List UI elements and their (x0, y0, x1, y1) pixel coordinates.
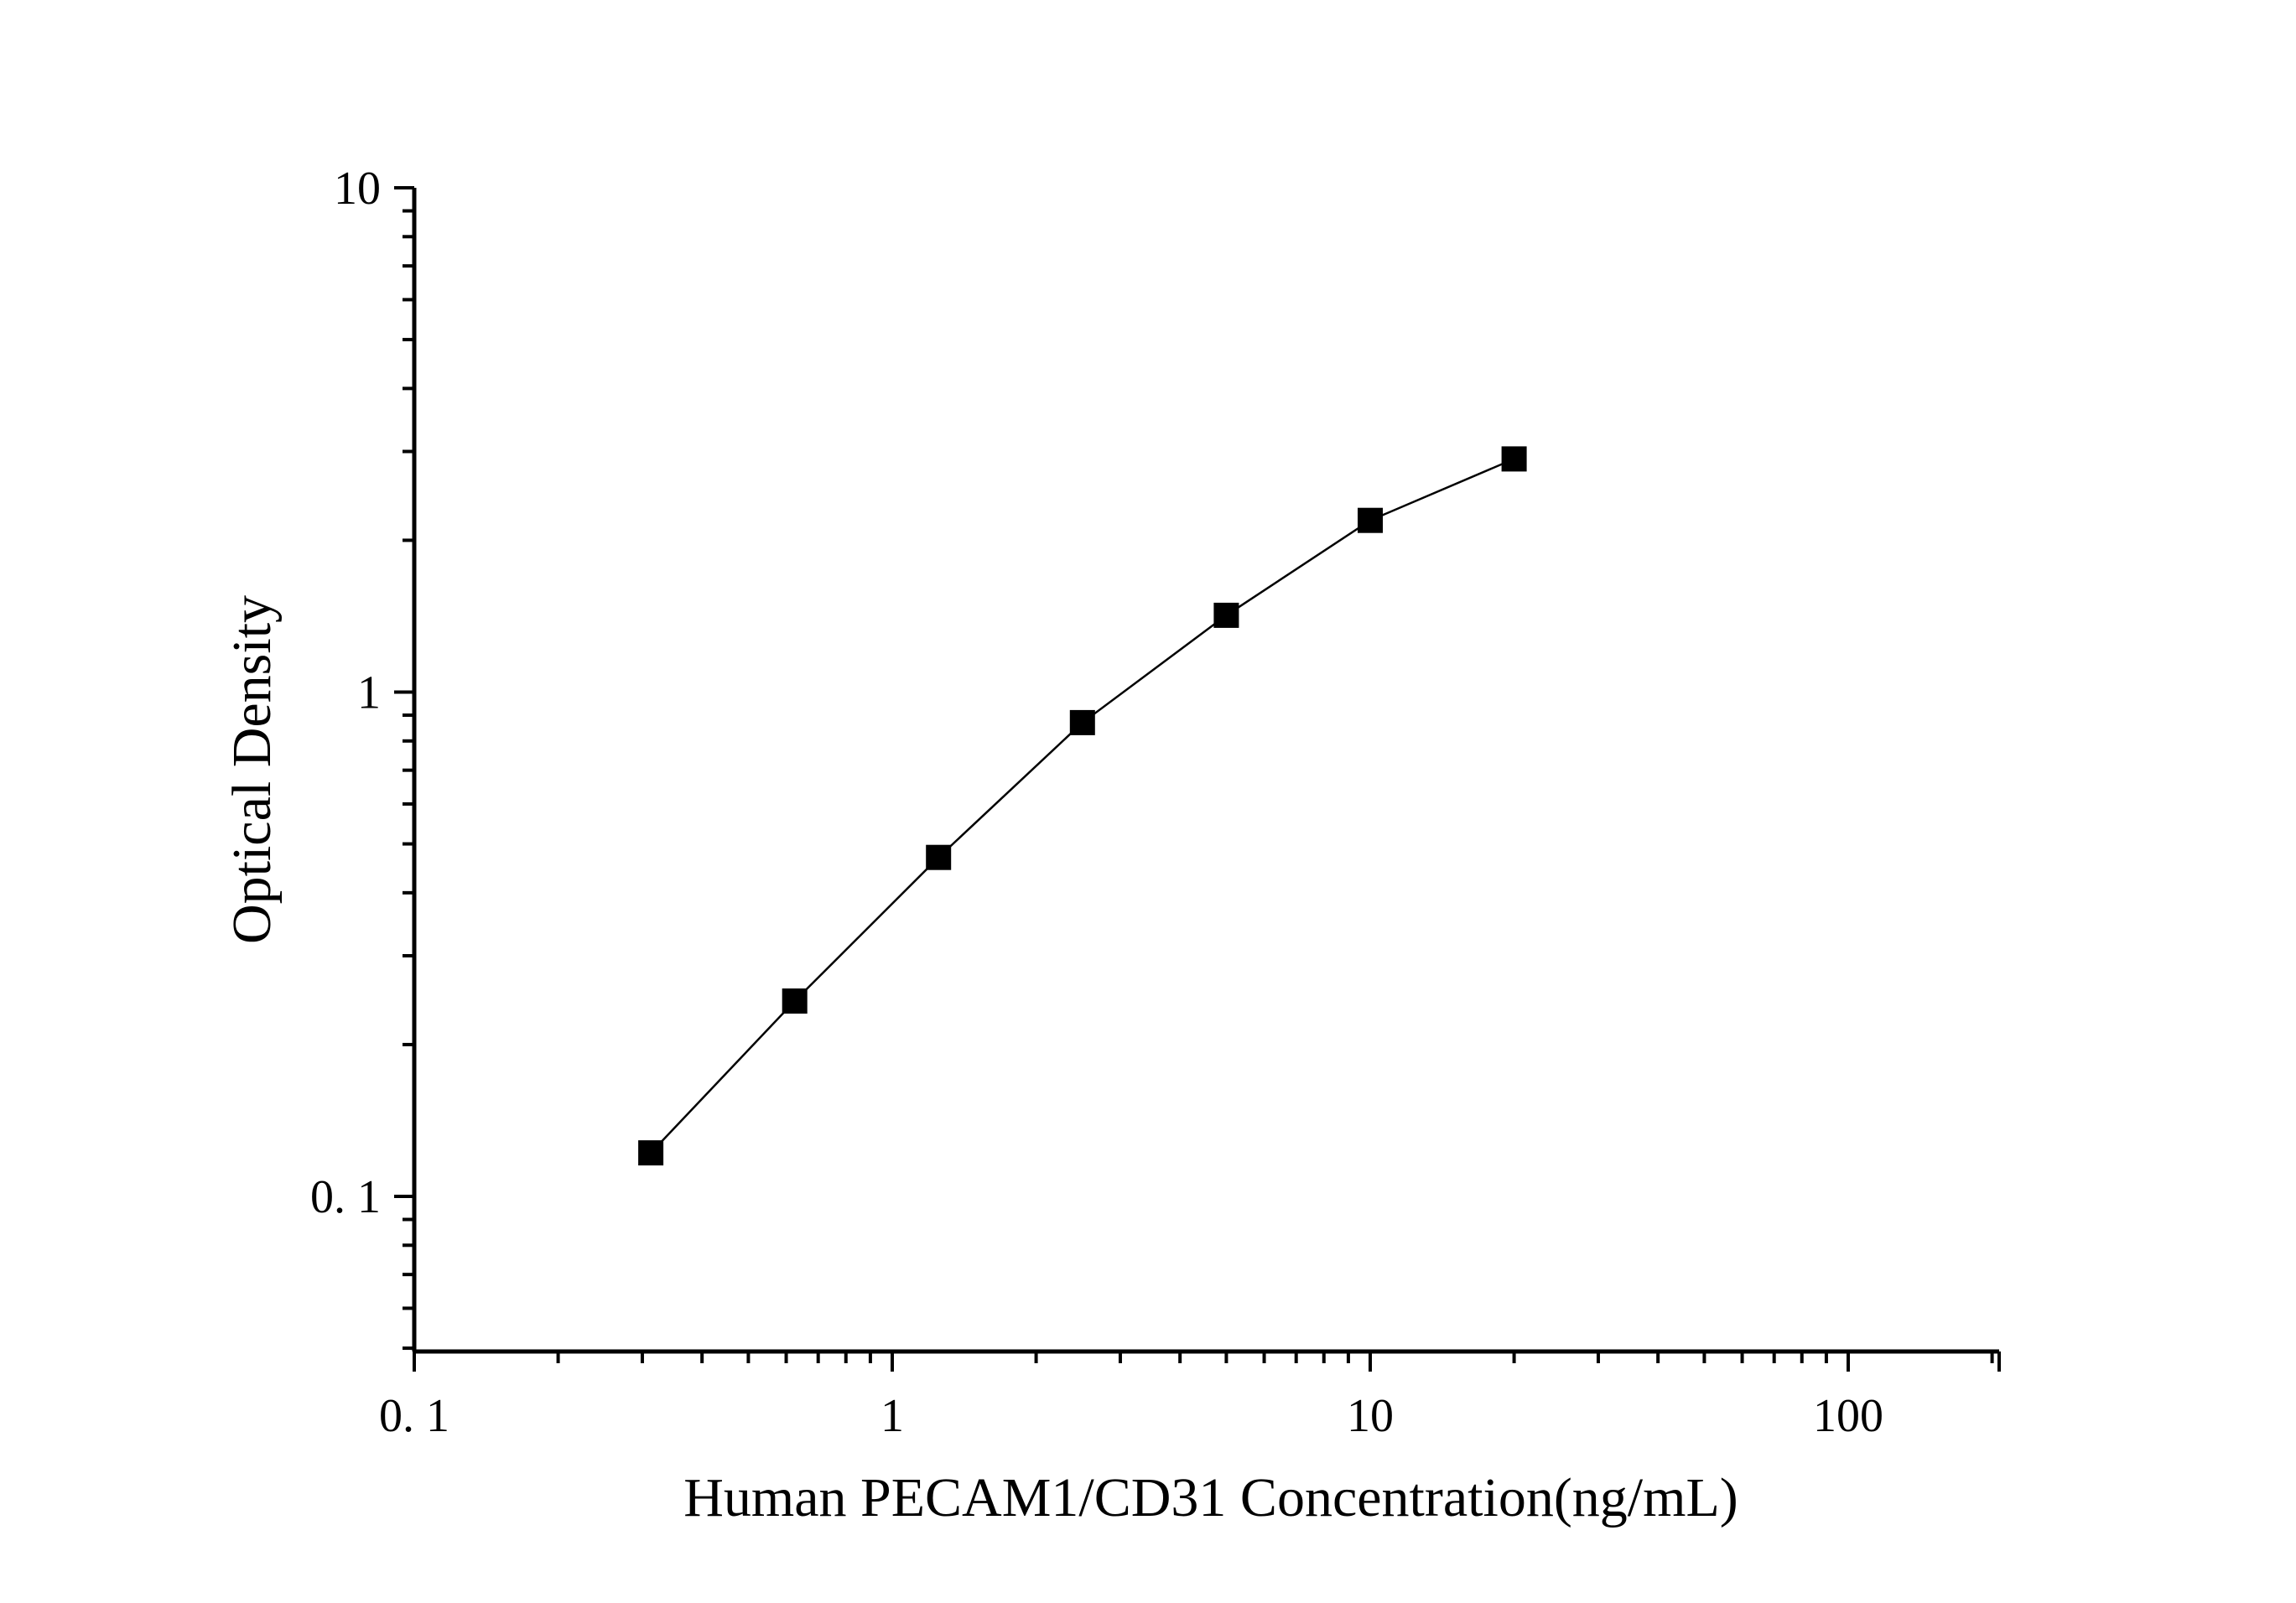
data-point (782, 988, 808, 1014)
data-point (1358, 507, 1383, 533)
x-axis-ticks: 0. 1 1 10 100 (379, 1351, 2001, 1442)
data-point (638, 1140, 664, 1166)
data-point (1213, 602, 1239, 628)
y-tick-label: 0. 1 (310, 1171, 381, 1223)
series-markers (638, 446, 1527, 1166)
x-tick-label: 10 (1347, 1390, 1394, 1442)
y-tick-label: 10 (334, 163, 381, 215)
chart-axes: 0. 1 1 10 100 0. 1 1 10 (310, 163, 2001, 1442)
x-tick-label: 1 (880, 1390, 904, 1442)
x-tick-label: 100 (1813, 1390, 1883, 1442)
y-tick-label: 1 (357, 667, 381, 719)
series-line (650, 458, 1515, 1154)
plot-area (638, 446, 1527, 1166)
x-axis-title: Human PECAM1/CD31 Concentration(ng/mL) (683, 1467, 1738, 1528)
x-tick-label: 0. 1 (379, 1390, 449, 1442)
y-axis-ticks: 0. 1 1 10 (310, 163, 414, 1351)
data-point (1069, 709, 1095, 735)
y-axis-title: Optical Density (221, 595, 283, 944)
data-point (926, 844, 952, 870)
data-point (1501, 446, 1527, 472)
